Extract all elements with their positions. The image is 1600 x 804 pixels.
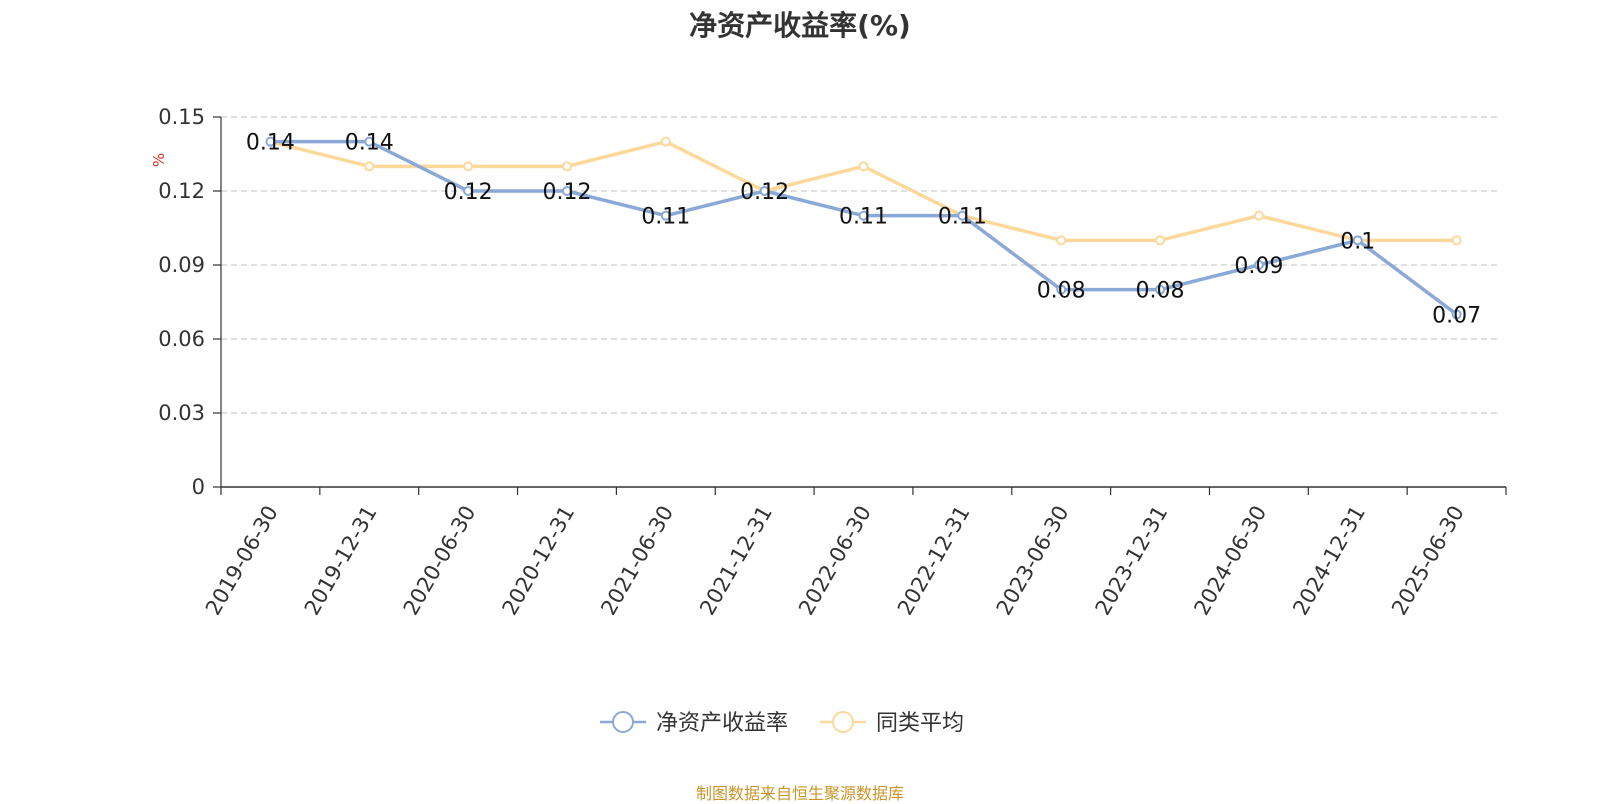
y-tick-label: 0.06 — [158, 327, 205, 351]
x-tick-label: 2020-06-30 — [399, 502, 481, 620]
data-point[interactable] — [1352, 235, 1363, 246]
data-label: 0.12 — [542, 180, 591, 205]
data-point[interactable] — [1253, 260, 1264, 270]
x-tick-label: 2022-12-31 — [893, 502, 975, 620]
x-tick-label: 2020-12-31 — [497, 502, 579, 620]
legend-label: 净资产收益率 — [656, 711, 788, 736]
data-point[interactable] — [660, 136, 671, 147]
data-point[interactable] — [759, 186, 770, 196]
data-point[interactable] — [463, 161, 474, 172]
y-tick-label: 0.03 — [158, 401, 205, 425]
data-point[interactable] — [660, 210, 671, 221]
source-footer: 制图数据来自恒生聚源数据库 — [695, 784, 904, 803]
data-point[interactable] — [265, 136, 276, 147]
data-point[interactable] — [1451, 309, 1462, 320]
data-label: 0.11 — [839, 205, 888, 230]
legend[interactable]: 净资产收益率 同类平均 — [600, 711, 964, 736]
x-tick-label: 2024-06-30 — [1189, 502, 1271, 620]
data-label: 0.14 — [345, 131, 394, 156]
data-label: 0.07 — [1432, 303, 1481, 328]
x-tick-label: 2019-12-31 — [300, 502, 382, 620]
series — [265, 136, 1462, 320]
data-label: 0.09 — [1234, 254, 1283, 279]
data-point[interactable] — [1056, 284, 1067, 295]
data-point[interactable] — [1253, 210, 1264, 221]
data-label: 0.14 — [246, 131, 295, 156]
data-point[interactable] — [858, 210, 869, 221]
data-point[interactable] — [957, 210, 968, 221]
data-point[interactable] — [364, 161, 375, 172]
data-point[interactable] — [1451, 235, 1462, 246]
x-tick-label: 2023-06-30 — [992, 502, 1074, 620]
data-point[interactable] — [463, 186, 474, 196]
x-tick-label: 2021-12-31 — [695, 502, 777, 620]
grid-lines — [221, 116, 1498, 414]
chart-title: 净资产收益率(%) — [689, 9, 911, 42]
x-tick-label: 2025-06-30 — [1387, 502, 1469, 620]
data-point[interactable] — [561, 161, 572, 172]
x-tick-label: 2021-06-30 — [596, 502, 678, 620]
data-point[interactable] — [858, 161, 869, 172]
legend-marker — [612, 711, 634, 733]
data-label: 0.08 — [1136, 279, 1185, 304]
data-label: 0.11 — [641, 205, 690, 230]
legend-item-1[interactable]: 同类平均 — [820, 711, 964, 736]
x-tick-label: 2022-06-30 — [794, 502, 876, 620]
legend-item-0[interactable]: 净资产收益率 — [600, 711, 788, 736]
legend-label: 同类平均 — [876, 711, 964, 736]
x-tick-label: 2019-06-30 — [201, 502, 283, 620]
legend-marker — [832, 711, 854, 733]
data-point[interactable] — [561, 186, 572, 196]
x-tick-label: 2024-12-31 — [1288, 502, 1370, 620]
y-tick-label: 0.12 — [158, 179, 205, 203]
x-tick-label: 2023-12-31 — [1091, 502, 1173, 620]
data-label: 0.1 — [1340, 229, 1375, 254]
y-axis-unit: % — [150, 153, 168, 167]
data-point[interactable] — [1056, 235, 1067, 246]
data-label: 0.08 — [1037, 279, 1086, 304]
data-point[interactable] — [1155, 235, 1166, 246]
data-point[interactable] — [1155, 284, 1166, 295]
y-tick-label: 0.15 — [158, 105, 205, 129]
data-label: 0.11 — [938, 205, 987, 230]
y-tick-label: 0.09 — [158, 253, 205, 277]
data-labels: 0.14 0.14 0.12 0.12 0.11 0.12 0.11 0.11 0.08 0.08… — [246, 131, 1481, 329]
axes: 0 0.03 0.06 0.09 0.12 0.15% 2019-06-30 2019-12-… — [150, 105, 1507, 620]
y-tick-label: 0 — [192, 475, 205, 499]
data-point[interactable] — [364, 136, 375, 147]
data-label: 0.12 — [444, 180, 493, 205]
data-label: 0.12 — [740, 180, 789, 205]
